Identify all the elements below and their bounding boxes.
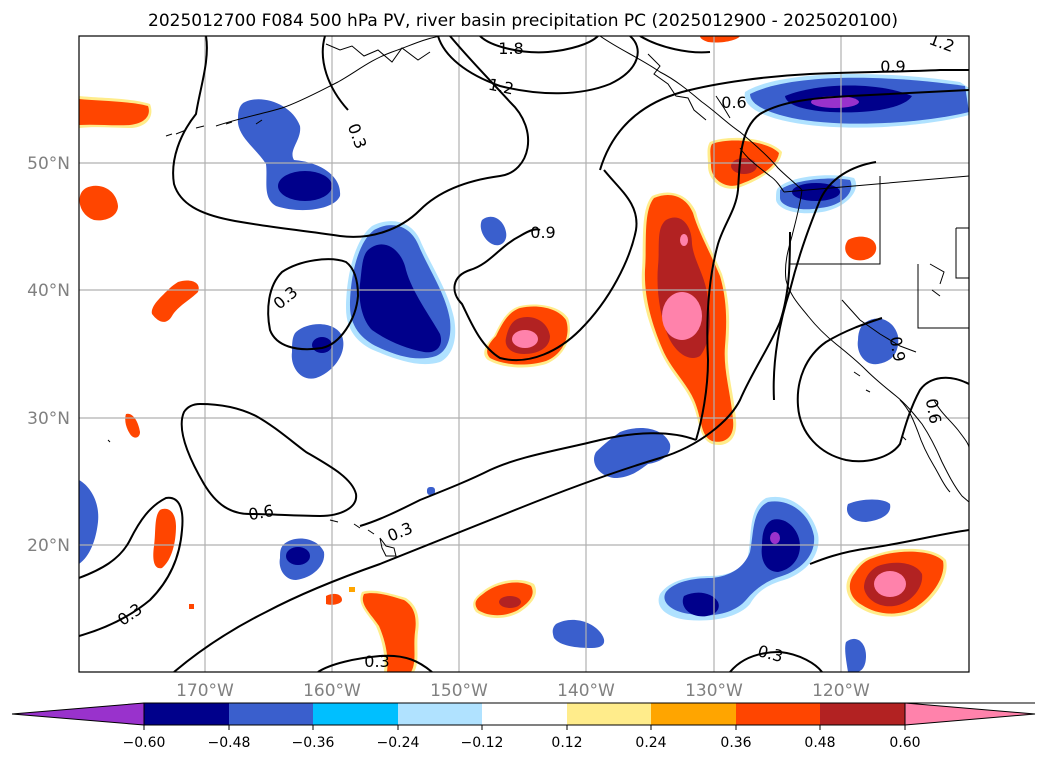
lon-label-140w: 140°W: [557, 681, 615, 701]
colorbar-tick: 0.60: [889, 735, 920, 751]
colorbar-segment: [398, 703, 482, 725]
colorbar-segment: [651, 703, 736, 725]
lat-label-20n: 20°N: [27, 536, 70, 556]
contour-label: 0.9: [530, 223, 555, 242]
colorbar-tick: 0.36: [720, 735, 751, 751]
lon-label-160w: 160°W: [303, 681, 361, 701]
lat-label-40n: 40°N: [27, 281, 70, 301]
colorbar-segment: [229, 703, 313, 725]
graticule: [79, 36, 969, 672]
colorbar-segment: [313, 703, 398, 725]
contour-label: 0.9: [880, 57, 905, 76]
contour-label: 0.6: [721, 93, 746, 112]
lon-label-150w: 150°W: [430, 681, 488, 701]
coastlines: [107, 36, 969, 557]
colorbar-segment: [144, 703, 229, 725]
lon-label-120w: 120°W: [812, 681, 870, 701]
colorbar-segment: [567, 703, 651, 725]
contour-label: 1.2: [487, 75, 516, 99]
contour-label: 0.6: [922, 397, 945, 425]
lon-label-130w: 130°W: [685, 681, 743, 701]
map-area: 1.8 1.2 0.3 0.9 0.6 0.9 0.3 0.6 0.3 0.3 …: [79, 36, 969, 672]
colorbar-segment: [905, 703, 1035, 725]
longitude-labels: 170°W 160°W 150°W 140°W 130°W 120°W: [176, 681, 870, 701]
lat-label-50n: 50°N: [27, 154, 70, 174]
map-frame: [78, 35, 970, 673]
pv-contours: [79, 36, 969, 672]
colorbar-tick: −0.60: [123, 735, 166, 751]
colorbar-tick: −0.12: [461, 735, 504, 751]
colorbar-segment: [820, 703, 905, 725]
colorbar-tick: 0.24: [635, 735, 666, 751]
contour-label: 1.8: [498, 39, 523, 58]
latitude-labels: 50°N 40°N 30°N 20°N: [27, 154, 70, 556]
colorbar: −0.60 −0.48 −0.36 −0.24 −0.12 0.12 0.24 …: [11, 702, 1036, 751]
colorbar-tick: −0.36: [292, 735, 335, 751]
contour-label: 0.9: [886, 335, 909, 363]
contour-label: 0.6: [247, 501, 275, 524]
lon-label-170w: 170°W: [176, 681, 234, 701]
positive-anomaly-patches: [79, 36, 947, 672]
colorbar-tick: 0.48: [804, 735, 835, 751]
colorbar-tick: −0.48: [208, 735, 251, 751]
map-title: 2025012700 F084 500 hPa PV, river basin …: [148, 11, 898, 31]
colorbar-segment: [12, 703, 144, 725]
colorbar-tick: −0.24: [377, 735, 420, 751]
contour-label: 0.3: [364, 652, 389, 671]
lat-label-30n: 30°N: [27, 409, 70, 429]
negative-anomaly-patches: [79, 73, 969, 672]
colorbar-tick: 0.12: [551, 735, 582, 751]
colorbar-segment: [736, 703, 820, 725]
colorbar-segment: [482, 703, 567, 725]
